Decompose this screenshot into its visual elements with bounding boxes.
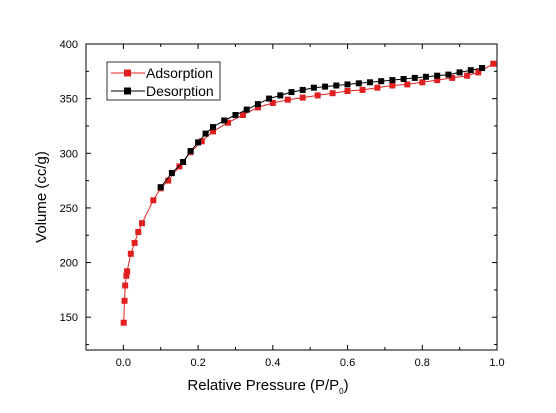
desorption-point	[389, 77, 396, 84]
x-tick-label: 0.6	[340, 357, 355, 369]
adsorption-point	[314, 92, 321, 99]
desorption-point	[467, 67, 474, 74]
y-axis-ticks: 150 200 250 300 350 400	[60, 39, 497, 346]
y-tick-label: 200	[60, 258, 78, 270]
y-tick-label: 250	[60, 203, 78, 215]
desorption-point	[333, 82, 340, 89]
x-tick-label: 0.0	[116, 357, 131, 369]
legend: Adsorption Desorption	[106, 61, 221, 101]
adsorption-point	[299, 94, 306, 101]
adsorption-point	[120, 319, 127, 326]
desorption-point	[400, 76, 407, 82]
adsorption-point	[210, 128, 216, 135]
adsorption-point	[389, 82, 396, 89]
adsorption-point	[131, 239, 138, 246]
adsorption-point	[123, 272, 130, 279]
desorption-point	[411, 74, 418, 81]
adsorption-point	[127, 250, 134, 257]
desorption-point	[243, 106, 250, 113]
desorption-point	[299, 86, 306, 93]
adsorption-point	[150, 197, 157, 204]
adsorption-point	[121, 297, 128, 304]
adsorption-point	[135, 229, 142, 235]
adsorption-point	[225, 119, 231, 126]
adsorption-point	[122, 282, 129, 289]
desorption-point	[254, 101, 261, 108]
adsorption-point	[176, 163, 183, 170]
desorption-point	[157, 184, 164, 191]
series-layer	[120, 60, 497, 326]
adsorption-point	[165, 177, 172, 184]
desorption-point	[310, 84, 317, 91]
adsorption-point	[404, 81, 411, 88]
desorption-point	[180, 159, 187, 165]
desorption-point	[277, 92, 284, 99]
desorption-point	[187, 148, 194, 155]
desorption-point	[367, 79, 373, 86]
desorption-point	[168, 170, 175, 176]
y-axis-title: Volume (cc/g)	[33, 151, 50, 243]
adsorption-point	[124, 268, 131, 275]
adsorption-point	[269, 100, 276, 106]
legend-desorption-label: Desorption	[146, 83, 214, 99]
y-tick-label: 400	[60, 39, 78, 51]
legend-desorption-marker	[124, 87, 131, 95]
adsorption-point	[344, 88, 351, 94]
desorption-point	[266, 95, 273, 102]
desorption-point	[221, 117, 228, 124]
x-axis-title: Relative Pressure (P/P0)	[187, 377, 348, 396]
desorption-point	[195, 139, 202, 146]
adsorption-point	[254, 104, 261, 111]
desorption-point	[423, 73, 429, 80]
adsorption-point	[464, 72, 471, 79]
desorption-point	[479, 65, 486, 71]
adsorption-point	[284, 96, 291, 103]
desorption-point	[232, 112, 239, 118]
y-tick-label: 300	[60, 148, 78, 160]
adsorption-point	[419, 79, 426, 86]
desorption-point	[434, 72, 441, 79]
adsorption-point	[475, 69, 482, 76]
y-tick-label: 150	[60, 312, 78, 324]
adsorption-point	[374, 84, 381, 91]
adsorption-line	[123, 63, 494, 323]
desorption-point	[202, 130, 209, 137]
adsorption-point	[329, 90, 336, 97]
desorption-point	[355, 80, 362, 87]
adsorption-point	[449, 74, 456, 81]
adsorption-point	[198, 138, 205, 145]
desorption-point	[344, 81, 351, 88]
legend-adsorption-marker	[124, 69, 131, 77]
x-tick-label: 0.2	[190, 357, 205, 369]
adsorption-point	[139, 220, 145, 227]
adsorption-point	[359, 86, 366, 93]
desorption-point	[378, 78, 385, 85]
y-tick-label: 350	[60, 94, 78, 106]
desorption-point	[288, 89, 295, 96]
x-tick-label: 1.0	[489, 357, 504, 369]
x-tick-label: 0.8	[415, 357, 430, 369]
x-tick-label: 0.4	[265, 357, 280, 369]
desorption-point	[456, 69, 463, 76]
x-axis-ticks: 0.0 0.2 0.4 0.6 0.8 1.0	[85, 44, 505, 369]
desorption-point	[445, 71, 452, 78]
legend-adsorption-label: Adsorption	[146, 65, 213, 81]
desorption-point	[210, 124, 216, 131]
adsorption-point	[490, 60, 497, 67]
plot-frame	[85, 43, 498, 351]
adsorption-point	[434, 77, 441, 84]
desorption-point	[322, 83, 329, 90]
adsorption-point	[239, 112, 246, 118]
